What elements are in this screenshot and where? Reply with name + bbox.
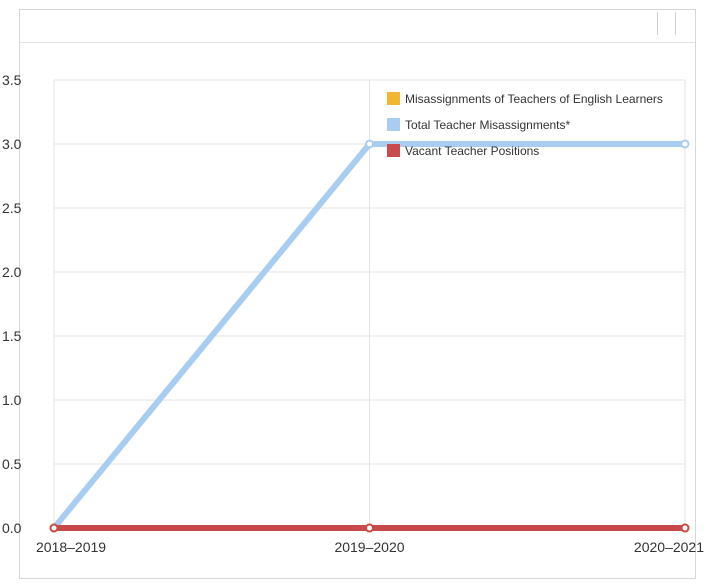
legend-swatch	[387, 92, 400, 105]
y-axis: 0.0 0.5 1.0 1.5 2.0 2.5 3.0 3.5	[2, 72, 22, 536]
y-tick-label: 2.5	[2, 200, 22, 216]
legend-label: Total Teacher Misassignments*	[405, 118, 571, 132]
legend-label: Vacant Teacher Positions	[405, 144, 539, 158]
y-tick-label: 3.5	[2, 72, 22, 88]
header-divider	[675, 12, 676, 35]
legend-swatch	[387, 144, 400, 157]
data-point	[680, 139, 690, 149]
data-point	[365, 523, 374, 533]
data-point	[680, 523, 690, 533]
panel-header	[20, 10, 695, 43]
legend: Misassignments of Teachers of English Le…	[387, 92, 663, 158]
header-divider	[657, 12, 658, 35]
x-tick-label: 2020–2021	[634, 539, 704, 555]
y-tick-label: 3.0	[2, 136, 22, 152]
legend-swatch	[387, 118, 400, 131]
chart-panel	[19, 9, 696, 579]
x-tick-label: 2019–2020	[334, 539, 404, 555]
y-tick-label: 0.0	[2, 520, 22, 536]
y-tick-label: 0.5	[2, 456, 22, 472]
y-tick-label: 1.5	[2, 328, 22, 344]
x-tick-label: 2018–2019	[36, 539, 106, 555]
data-point	[49, 523, 59, 533]
legend-label: Misassignments of Teachers of English Le…	[405, 92, 663, 106]
y-tick-label: 2.0	[2, 264, 22, 280]
x-axis: 2018–2019 2019–2020 2020–2021	[36, 539, 704, 555]
y-tick-label: 1.0	[2, 392, 22, 408]
series-layer	[49, 139, 690, 533]
data-point	[365, 139, 374, 149]
